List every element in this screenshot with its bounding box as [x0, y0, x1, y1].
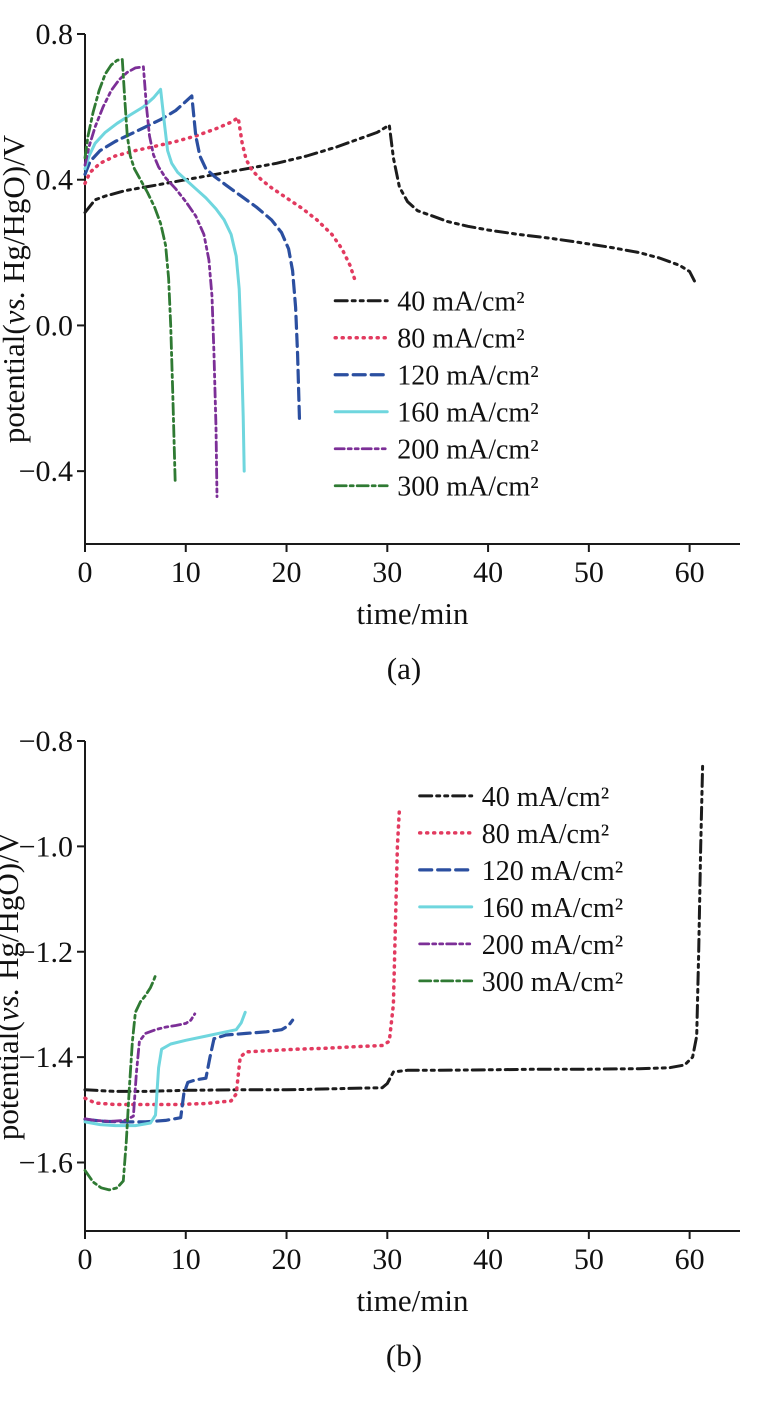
- series-200mA-cm2-line: [83, 1012, 197, 1123]
- legend-label-200mA-cm2: 200 mA/cm²: [397, 435, 538, 466]
- chart-a: 0 10 20 30 40 50 60 0.8 0.4 0.0 −0.4 time/min potent…: [0, 18, 740, 631]
- figure-b: 0 10 20 30 40 50 60 −0.8 −1.0 −1.2 −1.4 −1.6 time/mi…: [0, 713, 768, 1374]
- x-tick-label: 40: [473, 1243, 503, 1276]
- series-200mA-cm2-line: [83, 65, 219, 499]
- figure-page: 0 10 20 30 40 50 60 0.8 0.4 0.0 −0.4 time/min potent…: [0, 6, 768, 1374]
- legend-label-80mA-cm2: 80 mA/cm²: [482, 819, 609, 850]
- legend-label-160mA-cm2: 160 mA/cm²: [482, 893, 623, 924]
- series-300mA-cm2-line: [83, 974, 157, 1192]
- y-tick-label: 0.8: [36, 18, 74, 51]
- figure-a: 0 10 20 30 40 50 60 0.8 0.4 0.0 −0.4 time/min potent…: [0, 6, 768, 687]
- x-tick-label: 0: [78, 556, 93, 589]
- y-tick-label: −1.4: [19, 1041, 73, 1074]
- y-tick-label: 0.0: [36, 309, 74, 342]
- chart-b: 0 10 20 30 40 50 60 −0.8 −1.0 −1.2 −1.4 −1.6 time/mi…: [0, 725, 740, 1318]
- series-300mA-cm2-line: [83, 58, 177, 484]
- x-tick-label: 10: [171, 1243, 201, 1276]
- series-80mA-cm2-line: [83, 116, 358, 286]
- y-tick-label: 0.4: [36, 164, 74, 197]
- series-160mA-cm2-line: [83, 87, 246, 473]
- series-80mA-cm2-line: [83, 807, 402, 1107]
- y-tick-label: −0.8: [19, 725, 73, 758]
- series-160mA-cm2-line: [83, 1010, 247, 1128]
- legend-label-300mA-cm2: 300 mA/cm²: [397, 472, 538, 503]
- legend-label-300mA-cm2: 300 mA/cm²: [482, 967, 623, 998]
- legend-label-40mA-cm2: 40 mA/cm²: [397, 287, 524, 318]
- x-axis-title: time/min: [357, 1283, 469, 1318]
- series-120mA-cm2-line: [83, 94, 302, 426]
- x-tick-label: 60: [675, 1243, 705, 1276]
- x-tick-label: 50: [574, 556, 604, 589]
- legend-label-40mA-cm2: 40 mA/cm²: [482, 782, 609, 813]
- x-tick-label: 50: [574, 1243, 604, 1276]
- y-tick-label: −1.6: [19, 1147, 73, 1180]
- y-axis-title: potential(vs. Hg/HgO)/V: [0, 134, 31, 443]
- y-tick-label: −0.4: [19, 455, 73, 488]
- x-tick-label: 20: [272, 1243, 302, 1276]
- caption-b: (b): [385, 1338, 423, 1373]
- series-40mA-cm2-line: [83, 760, 705, 1093]
- y-tick-label: −1.2: [19, 936, 73, 969]
- x-tick-label: 60: [675, 556, 705, 589]
- legend-label-200mA-cm2: 200 mA/cm²: [482, 930, 623, 961]
- legend-label-160mA-cm2: 160 mA/cm²: [397, 398, 538, 429]
- x-tick-label: 10: [171, 556, 201, 589]
- y-tick-label: −1.0: [19, 830, 73, 863]
- x-tick-label: 0: [78, 1243, 93, 1276]
- legend-label-120mA-cm2: 120 mA/cm²: [397, 361, 538, 392]
- y-axis-title: potential(vs. Hg/HgO)/V: [0, 831, 25, 1140]
- series-40mA-cm2-line: [83, 123, 698, 285]
- x-tick-label: 40: [473, 556, 503, 589]
- legend-label-120mA-cm2: 120 mA/cm²: [482, 856, 623, 887]
- x-tick-label: 30: [372, 1243, 402, 1276]
- legend-label-80mA-cm2: 80 mA/cm²: [397, 324, 524, 355]
- x-tick-label: 20: [272, 556, 302, 589]
- caption-a: (a): [386, 651, 422, 686]
- series-120mA-cm2-line: [83, 1018, 295, 1124]
- x-tick-label: 30: [372, 556, 402, 589]
- x-axis-title: time/min: [357, 596, 469, 631]
